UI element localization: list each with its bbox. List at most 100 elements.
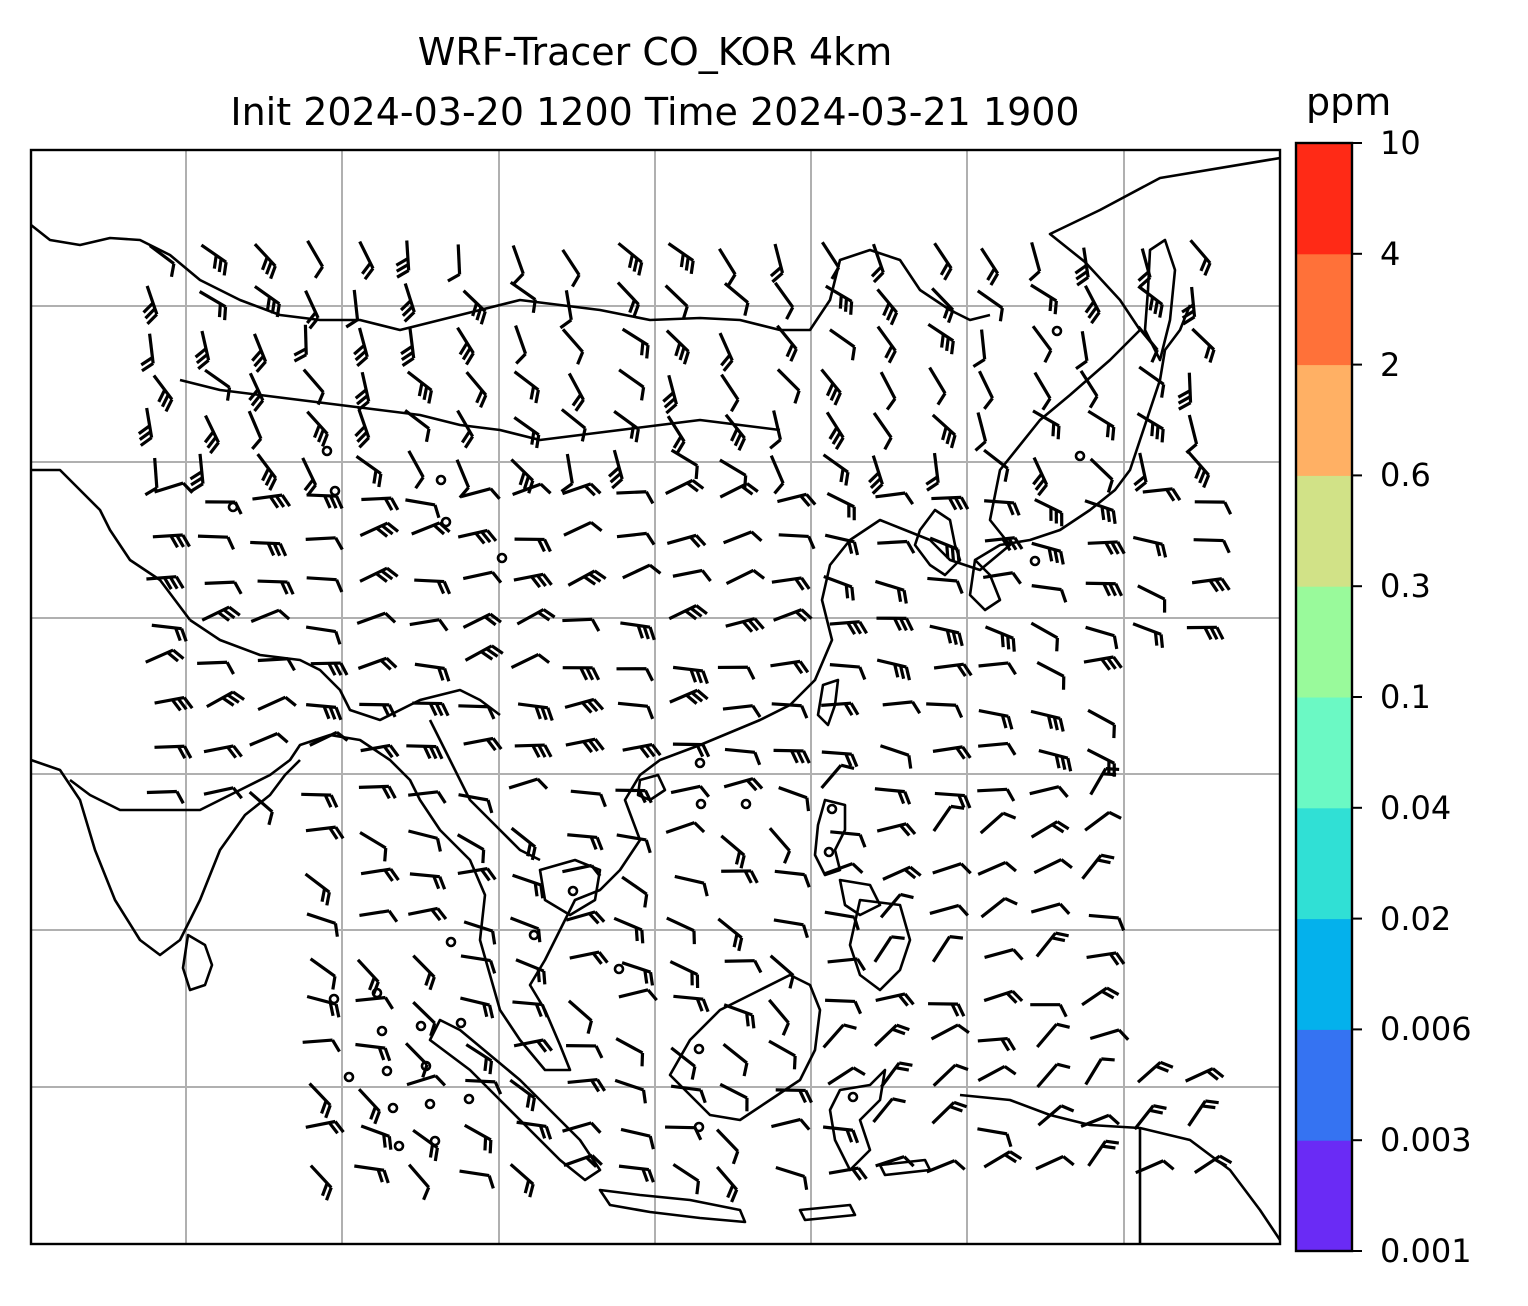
wind-barb — [771, 1117, 811, 1131]
visayas-coastline — [838, 878, 882, 917]
wind-barb — [777, 492, 817, 508]
wind-barb — [412, 701, 450, 717]
wind-barb — [670, 1084, 707, 1104]
wind-barb — [929, 624, 964, 647]
wind-barb — [977, 370, 994, 410]
wind-barb — [564, 697, 605, 714]
wind-barb — [463, 736, 503, 752]
wind-barb — [868, 455, 884, 495]
wind-barb — [512, 482, 552, 497]
wind-barb — [933, 242, 953, 281]
wind-barb — [359, 909, 399, 923]
wind-barb — [664, 478, 705, 496]
wind-barb — [559, 290, 573, 330]
wind-barb — [929, 536, 961, 563]
hainan-coastline — [636, 773, 667, 802]
wind-barb — [620, 621, 656, 641]
colorbar-tick-label: 0.6 — [1380, 456, 1431, 495]
colorbar — [1296, 142, 1362, 1252]
wind-barb — [306, 576, 344, 593]
wind-barb — [560, 453, 574, 493]
wind-barb — [769, 243, 785, 284]
wind-barb — [977, 1036, 1017, 1052]
wind-barb — [1035, 931, 1069, 958]
calm-wind-marker — [321, 445, 333, 457]
colorbar-tick-label: 0.003 — [1380, 1121, 1472, 1160]
wind-barb — [460, 954, 497, 974]
wind-barb — [980, 247, 1000, 286]
wind-barb — [932, 745, 972, 760]
wind-barb — [721, 869, 759, 884]
wind-barb — [879, 371, 897, 411]
japan-kyushu-coastline — [968, 558, 1002, 612]
wind-barb — [399, 283, 416, 323]
calm-wind-marker — [693, 1043, 705, 1055]
wind-barb — [932, 804, 965, 832]
wind-barb — [355, 455, 383, 488]
wind-barb — [722, 704, 762, 718]
wind-barb — [875, 491, 915, 506]
calm-wind-marker — [695, 798, 707, 810]
wind-barb — [876, 288, 899, 326]
wind-barb — [414, 578, 452, 595]
wind-barb — [1031, 541, 1065, 565]
wind-barb — [926, 702, 964, 719]
wind-barb — [928, 1002, 966, 1017]
wind-barb — [774, 869, 811, 888]
wind-barb — [462, 570, 503, 584]
borneo-coastline — [668, 973, 822, 1122]
wind-barb — [1138, 365, 1166, 398]
wind-barb — [513, 370, 540, 404]
colorbar-segment — [1296, 475, 1352, 587]
wind-barb — [931, 495, 970, 511]
wind-barb — [513, 1038, 553, 1053]
colorbar-unit-label: ppm — [1306, 80, 1392, 124]
wind-barb — [607, 449, 624, 490]
wind-barb — [1084, 810, 1122, 832]
wind-barb — [824, 533, 860, 556]
wind-barb — [144, 457, 159, 497]
wind-barb — [305, 536, 344, 551]
luzon-coastline — [813, 798, 847, 877]
wind-barb — [206, 690, 245, 709]
wind-barb — [874, 787, 912, 805]
wind-barb — [301, 457, 318, 497]
wind-barb — [1037, 1104, 1075, 1127]
wind-barb — [769, 410, 783, 450]
wind-barb — [570, 789, 607, 808]
wind-barb — [412, 1001, 437, 1037]
wind-barb — [821, 750, 859, 768]
calm-wind-marker — [440, 516, 452, 528]
wind-barb — [1085, 625, 1119, 650]
calm-wind-marker — [1051, 325, 1063, 337]
colorbar-segment — [1296, 918, 1352, 1030]
wind-barb — [668, 604, 708, 621]
wind-barb — [204, 580, 243, 595]
wind-barb — [301, 792, 339, 808]
wind-barb — [357, 656, 398, 671]
wind-barb — [461, 487, 501, 500]
wind-barb — [250, 608, 291, 623]
wind-barb — [872, 1097, 906, 1124]
new-guinea-coastline — [959, 1093, 1280, 1241]
wind-barb — [1177, 372, 1193, 411]
wind-barb — [723, 777, 764, 792]
wind-barb — [404, 409, 431, 443]
wind-barb — [304, 872, 331, 906]
wind-barb — [1137, 584, 1167, 613]
wind-barb — [720, 373, 740, 413]
wind-barb — [983, 448, 1010, 483]
wind-barb — [977, 860, 1017, 876]
wind-barb — [509, 1078, 537, 1112]
wind-barb — [1187, 451, 1211, 489]
wind-barb — [665, 329, 690, 365]
wind-barb — [769, 455, 785, 495]
wind-barb — [926, 1159, 966, 1174]
wind-barb — [722, 530, 763, 545]
wind-barb — [414, 662, 451, 682]
wind-barb — [826, 492, 856, 521]
wind-barb — [459, 1169, 495, 1189]
wind-barb — [1084, 1057, 1115, 1086]
wind-barb — [1133, 1104, 1167, 1131]
wind-barb — [310, 661, 349, 676]
